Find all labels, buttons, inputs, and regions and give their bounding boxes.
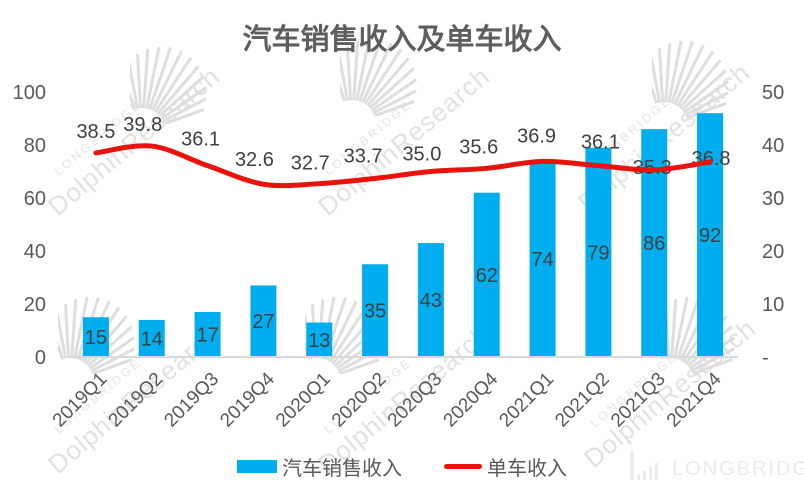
- chart-title: 汽车销售收入及单车收入: [242, 24, 562, 56]
- line-value-label: 32.7: [291, 153, 330, 175]
- legend-line-label: 单车收入: [487, 458, 567, 480]
- line-value-label: 33.7: [344, 145, 383, 167]
- x-axis-category-label: 2019Q4: [216, 368, 279, 431]
- x-axis-category-label: 2019Q1: [49, 369, 112, 432]
- line-series-path: [93, 143, 713, 189]
- brand-glyph-bar: [655, 463, 658, 480]
- legend-item-bar-series: 汽车销售收入: [237, 452, 402, 481]
- x-axis-category-label: 2019Q3: [160, 369, 223, 432]
- bar: [250, 285, 277, 357]
- x-axis-category-label: 2021Q4: [663, 368, 726, 431]
- bar-value-label: 74: [531, 249, 553, 271]
- legend-bar-label: 汽车销售收入: [282, 458, 402, 480]
- line-value-label: 36.1: [581, 132, 620, 154]
- bar-value-label: 35: [364, 301, 386, 323]
- bar-value-label: 15: [85, 327, 107, 349]
- longbridge-brand-label: LONGBRIDGE: [672, 458, 804, 480]
- longbridge-brand: LONGBRIDGE: [630, 450, 804, 482]
- legend-line-swatch-icon: [444, 464, 482, 469]
- bar: [529, 160, 556, 357]
- x-axis-category-label: 2020Q2: [328, 369, 391, 432]
- bar: [417, 243, 444, 357]
- bar-value-label: 43: [420, 290, 442, 312]
- right-axis-tick-label: 40: [762, 135, 784, 157]
- brand-glyph-bar: [643, 471, 646, 480]
- bar-value-label: 17: [196, 324, 218, 346]
- brand-glyph-bar: [630, 452, 634, 480]
- x-axis-category-label: 2019Q2: [105, 369, 168, 432]
- bar: [473, 192, 500, 357]
- x-axis-category-label: 2020Q1: [272, 369, 335, 432]
- bar-value-label: 13: [308, 330, 330, 352]
- brand-glyph-bar: [649, 467, 652, 480]
- bar-value-label: 86: [643, 233, 665, 255]
- x-axis-category-label: 2020Q4: [440, 368, 503, 431]
- line-value-label: 39.8: [123, 114, 162, 136]
- bar-value-label: 62: [476, 265, 498, 287]
- line-value-label: 36.9: [517, 125, 556, 147]
- right-axis-tick-label: 10: [762, 294, 784, 316]
- bar-value-label: 27: [252, 311, 274, 333]
- right-axis-tick-label: 50: [762, 82, 784, 104]
- legend-item-line-series: 单车收入: [444, 452, 567, 481]
- left-axis-tick-label: 60: [24, 188, 46, 210]
- brand-glyph-bar: [637, 475, 640, 480]
- longbridge-logo-icon: [630, 452, 658, 480]
- bar: [585, 147, 612, 357]
- bar: [194, 311, 221, 357]
- right-axis-tick-label: -: [762, 347, 769, 369]
- bar-value-label: 92: [699, 225, 721, 247]
- line-value-label: 32.6: [235, 149, 274, 171]
- line-value-label: 36.1: [181, 129, 220, 151]
- x-axis-category-label: 2021Q1: [495, 369, 558, 432]
- x-axis-category-label: 2021Q3: [607, 369, 670, 432]
- bar: [138, 319, 165, 357]
- x-axis-category-label: 2021Q2: [551, 369, 614, 432]
- x-axis-category-label: 2020Q3: [384, 369, 447, 432]
- left-axis-tick-label: 80: [24, 135, 46, 157]
- left-axis-tick-label: 0: [35, 347, 46, 369]
- left-axis-tick-label: 100: [13, 82, 46, 104]
- legend-bar-swatch-icon: [237, 460, 277, 473]
- chart-legend: 汽车销售收入 单车收入: [0, 452, 804, 481]
- right-axis-tick-label: 20: [762, 241, 784, 263]
- line-value-label: 38.5: [76, 121, 115, 143]
- left-axis-tick-label: 20: [24, 294, 46, 316]
- right-axis-tick-label: 30: [762, 188, 784, 210]
- line-value-label: 35.0: [402, 144, 441, 166]
- left-axis-tick-label: 40: [24, 241, 46, 263]
- bar-value-label: 79: [587, 242, 609, 264]
- bar-value-label: 14: [141, 328, 163, 350]
- line-value-label: 35.6: [459, 136, 498, 158]
